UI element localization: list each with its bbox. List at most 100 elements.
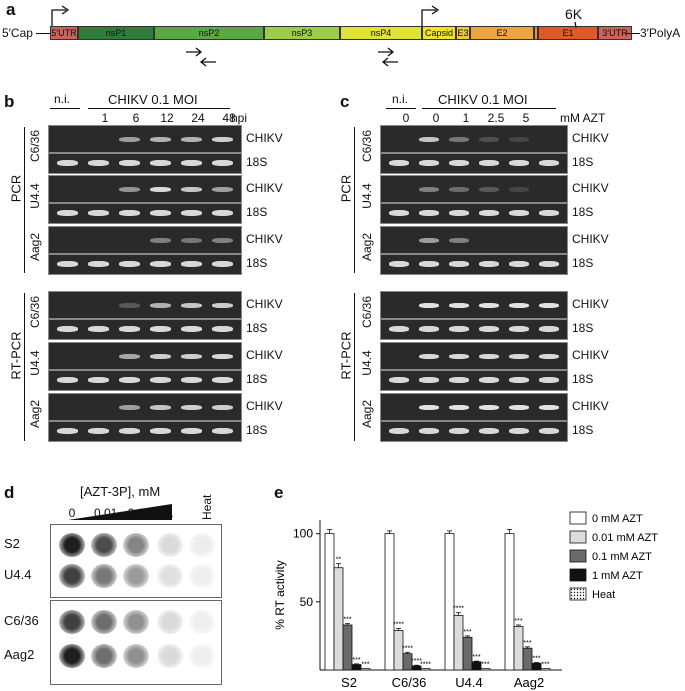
genome-segment-1: 5′UTR bbox=[50, 26, 78, 40]
18s-band bbox=[419, 377, 439, 383]
dot-blot-spot bbox=[91, 610, 117, 634]
18s-band bbox=[57, 326, 78, 332]
chikv-band bbox=[181, 187, 202, 192]
18s-band bbox=[479, 210, 499, 216]
dot-blot-spot bbox=[189, 533, 215, 557]
chikv-band bbox=[539, 303, 559, 308]
chikv-band bbox=[449, 238, 469, 243]
panel_b-bracket-rtpcr bbox=[24, 293, 25, 441]
18s-band bbox=[479, 326, 499, 332]
chikv-band bbox=[479, 303, 499, 308]
d-col-label: 0.01 bbox=[94, 506, 118, 520]
18s-band bbox=[212, 377, 233, 383]
panel_c-chikv-label: CHIKV bbox=[572, 131, 609, 145]
chikv-band bbox=[539, 354, 559, 359]
cap-line bbox=[36, 33, 50, 34]
dot-blot-spot bbox=[157, 564, 183, 588]
b-unit-label: hpi bbox=[231, 111, 248, 125]
chikv-band bbox=[181, 405, 202, 410]
bar-1-mm-azt bbox=[351, 664, 362, 671]
18s-band bbox=[212, 428, 233, 434]
chikv-band bbox=[479, 137, 499, 142]
18s-band bbox=[119, 160, 140, 166]
18s-band bbox=[479, 377, 499, 383]
panel_c-chikv-label: CHIKV bbox=[572, 232, 609, 246]
panel_b-18s-label: 18S bbox=[246, 256, 268, 270]
18s-band bbox=[389, 160, 409, 166]
18s-band bbox=[150, 326, 171, 332]
18s-band bbox=[119, 210, 140, 216]
18s-band bbox=[150, 377, 171, 383]
y-axis-title: % RT activity bbox=[273, 560, 287, 630]
18s-band bbox=[389, 377, 409, 383]
dot-blot-spot bbox=[189, 644, 215, 668]
panel_c-cell-label: Aag2 bbox=[360, 232, 374, 262]
18s-band bbox=[88, 160, 109, 166]
panel_c-chikv-label: CHIKV bbox=[572, 297, 609, 311]
panel_c-cell-label: U4.4 bbox=[360, 183, 374, 209]
d-blot-bottom bbox=[50, 600, 222, 685]
dot-blot-spot bbox=[123, 610, 149, 634]
legend-swatch bbox=[569, 511, 587, 525]
panel-letter-b: b bbox=[4, 92, 15, 111]
panel_c-lane-label: 5 bbox=[522, 111, 530, 125]
panel_c-gel-chikv-4 bbox=[380, 342, 568, 370]
18s-band bbox=[449, 326, 469, 332]
chikv-band bbox=[181, 354, 202, 359]
genomic-promoter-arrow bbox=[51, 9, 66, 26]
x-category-label: C6/36 bbox=[392, 675, 427, 690]
genome-segment-2: nsP1 bbox=[78, 26, 154, 40]
x-category-label: S2 bbox=[341, 675, 357, 690]
panel_b-chikv-label: CHIKV bbox=[246, 348, 283, 362]
panel_b-gel-18s-5 bbox=[48, 421, 242, 442]
primer-forward-1 bbox=[186, 47, 203, 57]
panel_b-gel-chikv-2 bbox=[48, 226, 242, 254]
significance-stars: *** bbox=[463, 629, 471, 636]
18s-band bbox=[119, 428, 140, 434]
panel_c-gel-18s-2 bbox=[380, 254, 568, 275]
chikv-band bbox=[419, 405, 439, 410]
panel_c-18s-label: 18S bbox=[572, 155, 594, 169]
genome-segment-7: E3 bbox=[456, 26, 470, 40]
bar-heat bbox=[540, 668, 551, 671]
y-tick-label: 50 bbox=[300, 595, 314, 609]
panel-letter-e: e bbox=[274, 483, 284, 502]
d-blot-top bbox=[50, 524, 222, 598]
panel_c-lane-label: 2.5 bbox=[487, 111, 505, 125]
panel_b-gel-18s-1 bbox=[48, 203, 242, 224]
panel_b-group-pcr: PCR bbox=[8, 174, 24, 203]
18s-band bbox=[57, 210, 78, 216]
y-tick-label: 100 bbox=[293, 527, 313, 541]
18s-band bbox=[509, 377, 529, 383]
18s-band bbox=[539, 210, 559, 216]
d-row-label: Aag2 bbox=[4, 647, 35, 662]
c-ni-label: n.i. bbox=[392, 92, 409, 106]
18s-band bbox=[181, 428, 202, 434]
dot-blot-spot bbox=[91, 644, 117, 668]
panel_b-lane-label: 12 bbox=[160, 111, 174, 125]
chikv-band bbox=[181, 137, 202, 142]
genome-segment-5: nsP4 bbox=[340, 26, 422, 40]
chikv-band bbox=[449, 354, 469, 359]
18s-band bbox=[509, 428, 529, 434]
dot-blot-spot bbox=[91, 564, 117, 588]
18s-band bbox=[449, 377, 469, 383]
significance-stars: **** bbox=[393, 621, 404, 628]
chikv-band bbox=[119, 137, 140, 142]
18s-band bbox=[181, 160, 202, 166]
18s-band bbox=[419, 428, 439, 434]
18s-band bbox=[119, 326, 140, 332]
panel_b-gel-chikv-4 bbox=[48, 342, 242, 370]
chikv-band bbox=[419, 238, 439, 243]
panel_b-lane-label: 6 bbox=[132, 111, 140, 125]
subgenomic-promoter-arrow bbox=[421, 9, 436, 26]
c-header: CHIKV 0.1 MOI bbox=[438, 92, 528, 107]
genome-segment-3: nsP2 bbox=[154, 26, 264, 40]
d-col-label: Heat bbox=[200, 494, 214, 520]
panel_c-chikv-label: CHIKV bbox=[572, 348, 609, 362]
18s-band bbox=[509, 326, 529, 332]
18s-band bbox=[150, 210, 171, 216]
subgenomic-promoter-arrowhead bbox=[431, 5, 440, 15]
18s-band bbox=[479, 428, 499, 434]
promoter-and-primer-arrows bbox=[51, 5, 577, 67]
